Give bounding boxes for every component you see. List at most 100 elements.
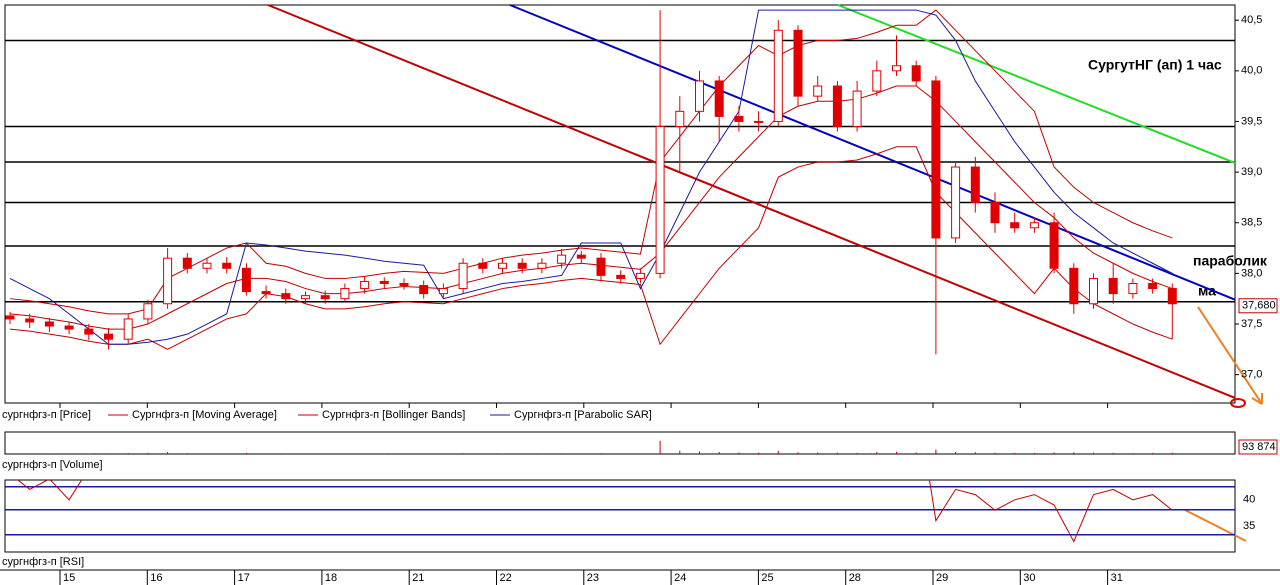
rsi-line (17, 480, 1173, 543)
candle-body (616, 274, 626, 279)
x-tick-label: 31 (1111, 572, 1123, 584)
candle-body (1148, 282, 1158, 290)
forecast-arrow (1197, 306, 1263, 405)
rsi-panel (4, 479, 1236, 553)
candle-body (261, 291, 271, 295)
candle-body (143, 303, 153, 320)
candle-body (64, 325, 74, 330)
candle-body (931, 80, 941, 239)
candle-body (714, 80, 724, 117)
y-tick-label: 40,5 (1241, 14, 1262, 26)
rsi-tick-label: 40 (1243, 494, 1255, 506)
candle-body (734, 115, 744, 122)
candle-body (655, 126, 665, 274)
candle-body (892, 65, 901, 72)
x-tick-label: 29 (936, 572, 948, 584)
volume-last: 93 874 (1242, 441, 1276, 453)
y-tick-label: 37,0 (1241, 369, 1262, 381)
candle-body (695, 80, 704, 112)
candle-body (1010, 222, 1020, 229)
last-price: 37,680 (1242, 300, 1276, 312)
y-tick-label: 39,0 (1241, 166, 1262, 178)
last-price-box (1238, 298, 1278, 314)
candle-body (970, 166, 980, 203)
candle-body (379, 280, 389, 284)
candle-body (872, 70, 882, 92)
indicator-line (9, 9, 1173, 345)
candle-body (5, 315, 15, 320)
candle-body (399, 282, 409, 287)
candle-body (123, 318, 133, 340)
candle-body (1049, 222, 1059, 269)
y-tick-label: 40,0 (1241, 65, 1262, 77)
volume-panel (4, 431, 1236, 455)
arrow-head (1251, 393, 1263, 405)
candle-body (104, 333, 113, 340)
legend-item: Сургнфгз-п [Parabolic SAR] (514, 409, 652, 421)
candle-body (813, 85, 823, 97)
candle-body (635, 272, 645, 279)
candle-body (576, 254, 586, 259)
x-tick-label: 25 (761, 572, 773, 584)
candle-body (25, 318, 35, 323)
candle-body (832, 85, 842, 128)
rsi-label: сургнфгз-п [RSI] (2, 556, 84, 568)
candle-body (1167, 288, 1177, 305)
x-tick-label: 24 (674, 572, 686, 584)
candle-body (419, 285, 429, 295)
candle-body (222, 262, 232, 269)
x-tick-label: 15 (63, 572, 75, 584)
candle-body (1108, 277, 1118, 295)
candle-body (990, 201, 1000, 224)
indicator-line (9, 85, 1173, 330)
rsi-tick-label: 35 (1243, 520, 1255, 532)
candle-body (241, 267, 251, 293)
y-tick-label: 37,5 (1241, 318, 1262, 330)
candle-body (557, 254, 567, 264)
candle-body (596, 257, 606, 276)
annotation: параболик (1193, 253, 1268, 269)
candle-body (340, 288, 350, 300)
candle-body (202, 262, 212, 269)
candle-body (1089, 277, 1098, 305)
candle-body (182, 257, 192, 269)
legend-item: сургнфгз-п [Price] (2, 409, 91, 421)
indicator-line (9, 9, 1173, 315)
target-ellipse (1230, 398, 1246, 408)
candle-body (911, 65, 921, 82)
x-tick-label: 30 (1023, 572, 1035, 584)
volume-label: сургнфгз-п [Volume] (2, 459, 103, 471)
x-tick-label: 22 (500, 572, 512, 584)
x-tick-label: 18 (325, 572, 337, 584)
candle-body (498, 262, 507, 269)
candle-body (1029, 222, 1039, 229)
rsi-arrow (1184, 509, 1247, 542)
price-panel (4, 4, 1236, 404)
candle-body (301, 295, 310, 300)
candle-body (478, 262, 488, 269)
candle-body (458, 262, 468, 290)
candle-body (754, 120, 764, 123)
trend-line (837, 4, 1236, 164)
candle-body (438, 288, 448, 295)
x-tick-label: 17 (238, 572, 250, 584)
candle-body (1069, 267, 1079, 305)
candle-body (320, 295, 330, 300)
y-tick-label: 39,5 (1241, 115, 1262, 127)
x-tick-label: 23 (587, 572, 599, 584)
legend-item: Сургнфгз-п [Moving Average] (132, 409, 277, 421)
y-tick-label: 38,5 (1241, 217, 1262, 229)
y-tick-label: 38,0 (1241, 267, 1262, 279)
candle-body (793, 29, 803, 97)
candle-body (517, 262, 527, 269)
candle-body (360, 280, 370, 290)
candle-body (951, 166, 961, 239)
candle-body (675, 110, 685, 128)
trend-line (267, 4, 1236, 399)
candle-body (44, 321, 54, 327)
trend-line (509, 4, 1236, 301)
chart-title: СургутНГ (ап) 1 час (1088, 57, 1222, 73)
candle-body (537, 262, 547, 269)
x-tick-label: 21 (412, 572, 424, 584)
candle-body (163, 257, 173, 305)
